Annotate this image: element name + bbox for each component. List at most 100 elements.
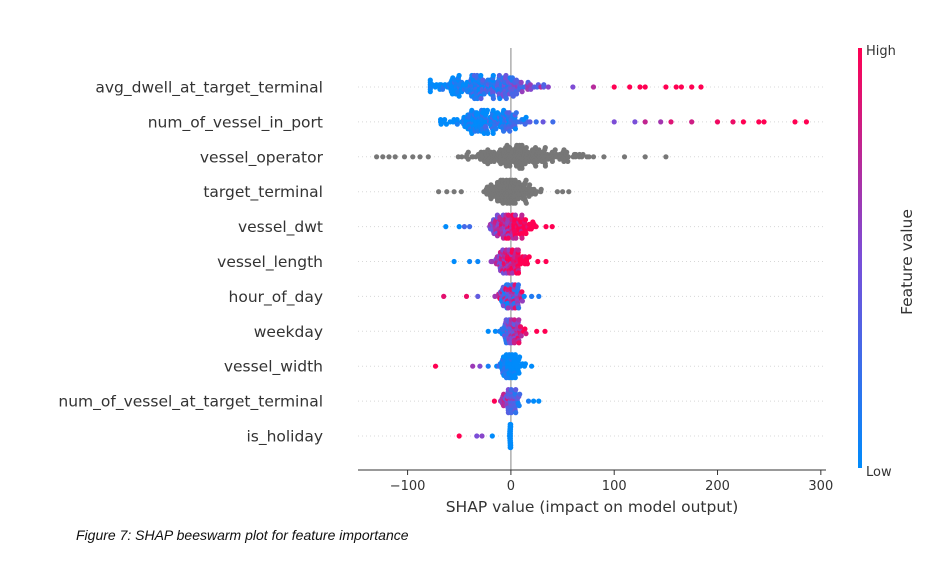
shap-point bbox=[513, 110, 519, 116]
shap-point bbox=[489, 433, 495, 439]
shap-point bbox=[632, 119, 638, 125]
shap-point bbox=[515, 247, 521, 253]
x-tick-label: 200 bbox=[705, 479, 730, 494]
shap-point bbox=[478, 95, 484, 102]
shap-point bbox=[570, 84, 576, 90]
shap-point bbox=[489, 258, 495, 265]
colorbar-low-label: Low bbox=[866, 465, 892, 480]
shap-point bbox=[543, 258, 549, 265]
feature-label-vessel-length: vessel_length bbox=[217, 253, 323, 272]
shap-point bbox=[436, 189, 442, 195]
shap-point bbox=[803, 119, 810, 125]
shap-point bbox=[417, 154, 423, 160]
x-tick-label: 100 bbox=[602, 479, 627, 494]
shap-point bbox=[527, 119, 533, 125]
shap-point bbox=[506, 110, 512, 116]
shap-point bbox=[514, 91, 520, 97]
shap-point bbox=[590, 84, 597, 90]
shap-point bbox=[503, 72, 509, 79]
feature-label-vessel-dwt: vessel_dwt bbox=[238, 218, 323, 237]
shap-point bbox=[451, 189, 457, 195]
colorbar-title: Feature value bbox=[898, 209, 916, 315]
shap-point bbox=[444, 189, 450, 195]
shap-point bbox=[534, 189, 540, 195]
shap-point bbox=[642, 154, 648, 160]
shap-point bbox=[470, 363, 476, 369]
shap-point bbox=[386, 154, 392, 160]
shap-point bbox=[465, 156, 471, 162]
figure-caption: Figure 7: SHAP beeswarm plot for feature… bbox=[76, 527, 409, 543]
shap-point bbox=[523, 200, 529, 206]
shap-point bbox=[792, 119, 798, 125]
shap-point bbox=[519, 289, 525, 295]
shap-point bbox=[485, 363, 491, 369]
shap-point bbox=[535, 258, 541, 265]
shap-point bbox=[516, 317, 522, 323]
shap-point bbox=[467, 258, 473, 265]
shap-point bbox=[519, 89, 525, 95]
shap-point bbox=[515, 270, 522, 276]
shap-point bbox=[512, 200, 518, 206]
shap-point bbox=[522, 161, 528, 167]
shap-point bbox=[566, 189, 572, 195]
shap-point bbox=[642, 84, 648, 90]
shap-point bbox=[522, 326, 528, 332]
shap-point bbox=[508, 421, 514, 428]
shap-point bbox=[515, 282, 522, 288]
shap-point bbox=[663, 84, 669, 90]
shap-point bbox=[611, 119, 617, 125]
shap-point bbox=[479, 433, 485, 439]
shap-point bbox=[491, 398, 497, 404]
shap-point bbox=[463, 293, 470, 299]
shap-point bbox=[512, 375, 518, 381]
shap-point bbox=[461, 224, 467, 230]
shap-point bbox=[516, 370, 522, 376]
shap-point bbox=[427, 89, 433, 95]
shap-point bbox=[517, 391, 523, 397]
feature-label-num-of-vessel-in-port: num_of_vessel_in_port bbox=[148, 113, 323, 132]
shap-point bbox=[560, 189, 566, 195]
shap-point bbox=[590, 154, 597, 160]
shap-point bbox=[673, 84, 679, 90]
shap-point bbox=[519, 212, 525, 218]
shap-points bbox=[374, 72, 810, 451]
shap-point bbox=[519, 235, 525, 241]
shap-point bbox=[621, 154, 628, 160]
shap-point bbox=[401, 154, 408, 160]
shap-point bbox=[490, 72, 496, 79]
shap-beeswarm-chart: avg_dwell_at_target_terminal num_of_vesse… bbox=[58, 44, 916, 516]
shap-point bbox=[490, 95, 496, 102]
shap-point bbox=[529, 363, 535, 369]
shap-point bbox=[508, 444, 514, 451]
shap-point bbox=[456, 433, 462, 439]
shap-point bbox=[454, 121, 460, 127]
shap-point bbox=[511, 340, 517, 346]
shap-point bbox=[642, 119, 648, 125]
shap-point bbox=[380, 154, 386, 160]
shap-point bbox=[534, 328, 540, 334]
shap-point bbox=[505, 235, 511, 241]
shap-point bbox=[531, 398, 537, 404]
shap-point bbox=[475, 293, 481, 299]
shap-point bbox=[490, 130, 496, 136]
shap-point bbox=[519, 142, 525, 148]
shap-point bbox=[565, 154, 571, 160]
shap-point bbox=[427, 77, 433, 83]
shap-point bbox=[698, 84, 704, 90]
shap-point bbox=[601, 154, 607, 160]
shap-point bbox=[550, 119, 556, 125]
shap-point bbox=[513, 387, 519, 393]
shap-point bbox=[519, 298, 526, 304]
shap-point bbox=[761, 119, 767, 125]
feature-row-guides bbox=[358, 86, 826, 437]
shap-point bbox=[443, 224, 449, 230]
shap-point bbox=[542, 328, 548, 334]
shap-point bbox=[527, 182, 533, 188]
shap-point bbox=[485, 130, 491, 136]
shap-point bbox=[538, 186, 544, 192]
shap-point bbox=[516, 403, 522, 409]
shap-point bbox=[565, 158, 571, 164]
shap-point bbox=[478, 72, 484, 79]
shap-point bbox=[678, 84, 685, 90]
shap-point bbox=[549, 158, 556, 164]
